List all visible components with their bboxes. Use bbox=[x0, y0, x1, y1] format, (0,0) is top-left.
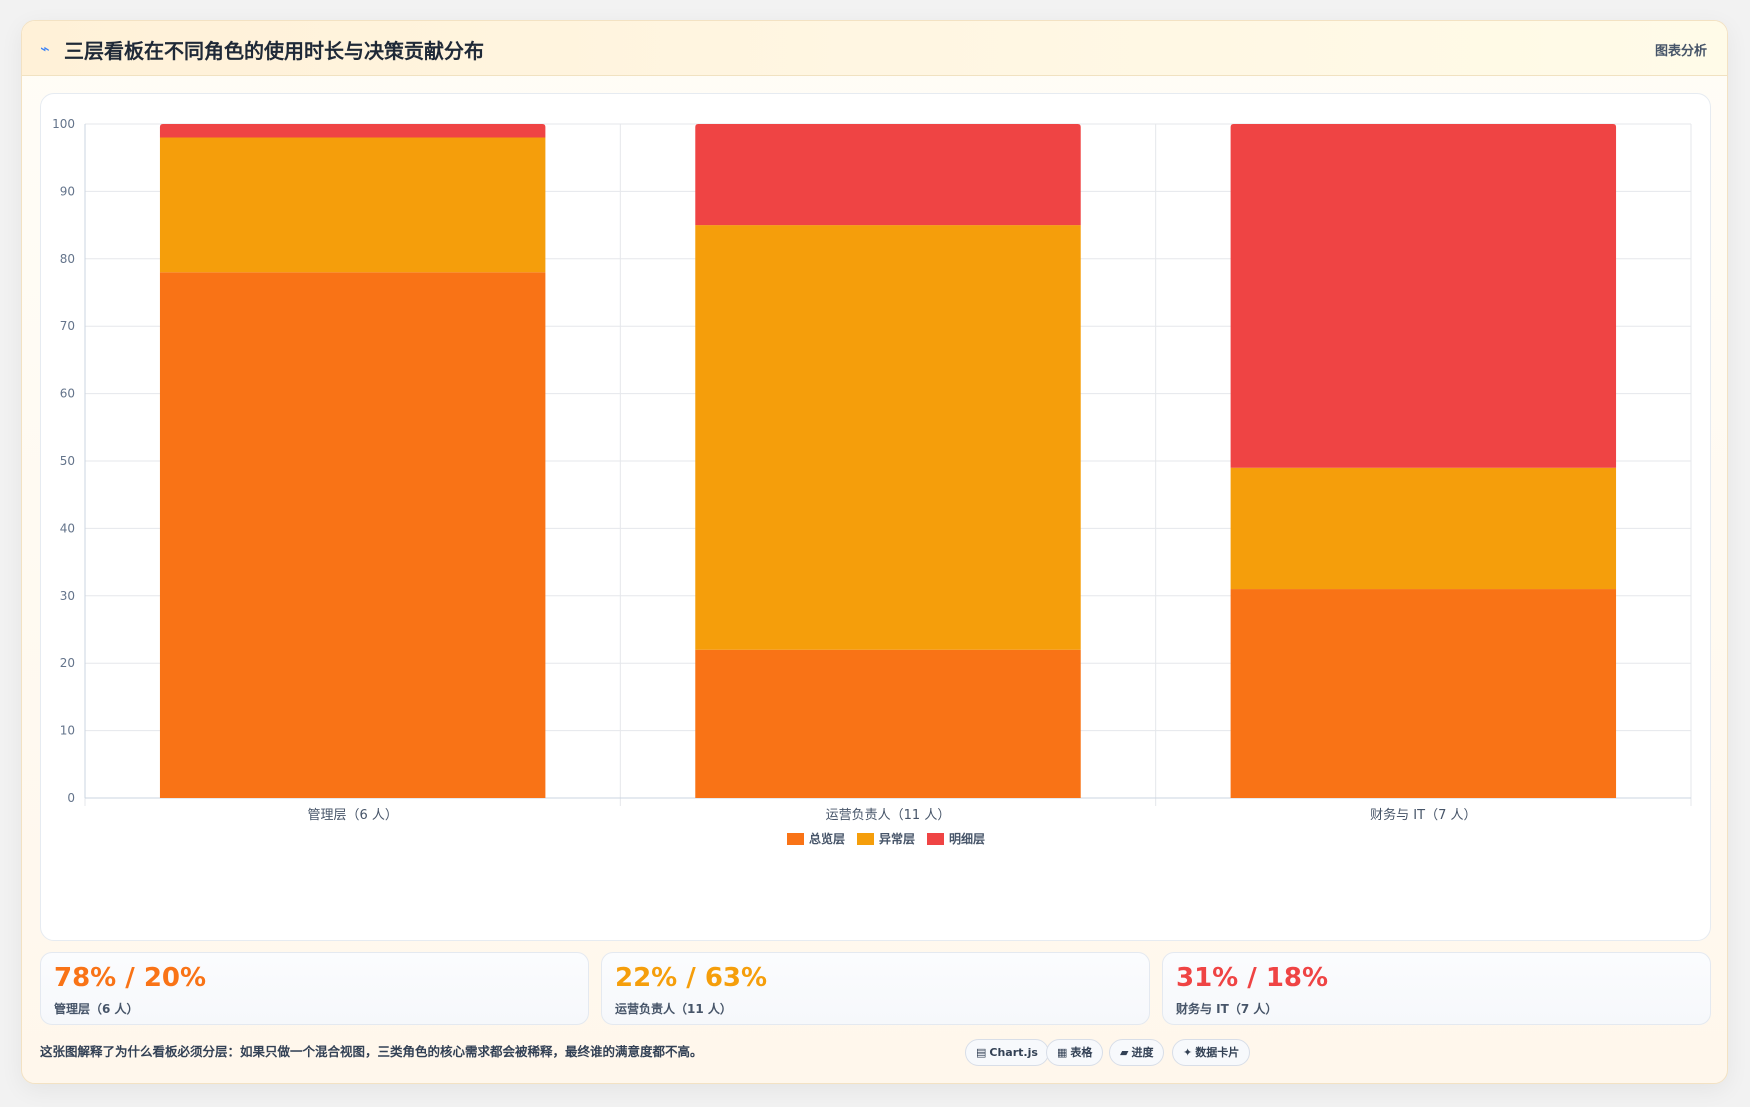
y-tick-label: 40 bbox=[60, 521, 75, 535]
legend-swatch bbox=[857, 833, 874, 845]
bar-segment bbox=[695, 649, 1081, 798]
chart-card: ⌁ 三层看板在不同角色的使用时长与决策贡献分布 图表分析 0 10 20 30 40 50… bbox=[21, 20, 1728, 1084]
chip-label: 进度 bbox=[1131, 1046, 1154, 1059]
y-tick-label: 100 bbox=[52, 117, 75, 131]
chart-panel: 0 10 20 30 40 50 60 70 80 90 100 管理层（6 人） 运营负责人（11 人… bbox=[40, 93, 1711, 941]
bar-segment bbox=[159, 124, 546, 138]
stacked-bar-chart: 0 10 20 30 40 50 60 70 80 90 100 管理层（6 人） 运营负责人（11 人… bbox=[52, 117, 1692, 846]
y-tick-label: 0 bbox=[67, 791, 75, 805]
bar-segment bbox=[159, 137, 546, 273]
chart-icon: ▤ bbox=[976, 1046, 987, 1059]
chip-progress[interactable]: ▰ 进度 bbox=[1109, 1039, 1165, 1066]
y-tick-label: 10 bbox=[60, 724, 75, 738]
stat-card-finance-it: 31% / 18% 财务与 IT（7 人） bbox=[1162, 952, 1711, 1025]
table-icon: ▦ bbox=[1057, 1046, 1068, 1059]
y-tick-label: 50 bbox=[60, 454, 75, 468]
chip-data-card[interactable]: ✦ 数据卡片 bbox=[1172, 1039, 1251, 1066]
stat-label: 运营负责人（11 人） bbox=[615, 1002, 732, 1016]
chart-footnote: 这张图解释了为什么看板必须分层：如果只做一个混合视图，三类角色的核心需求都会被稀… bbox=[40, 1044, 703, 1059]
x-tick-label: 运营负责人（11 人） bbox=[826, 808, 951, 823]
chart-title: 三层看板在不同角色的使用时长与决策贡献分布 bbox=[64, 39, 484, 63]
bar-segment bbox=[1230, 589, 1617, 798]
stat-label: 财务与 IT（7 人） bbox=[1176, 1002, 1278, 1016]
stat-value: 31% / 18% bbox=[1176, 963, 1329, 993]
y-tick-label: 80 bbox=[60, 252, 75, 266]
bar-segment bbox=[159, 272, 546, 798]
stat-card-management: 78% / 20% 管理层（6 人） bbox=[40, 952, 589, 1025]
chip-label: Chart.js bbox=[989, 1046, 1038, 1059]
stat-value: 22% / 63% bbox=[615, 963, 768, 993]
chart-analysis-link[interactable]: 图表分析 bbox=[1654, 44, 1707, 59]
lightning-icon: ⌁ bbox=[40, 39, 50, 58]
y-tick-label: 30 bbox=[60, 589, 75, 603]
legend-swatch bbox=[787, 833, 804, 845]
chip-chartjs[interactable]: ▤ Chart.js bbox=[965, 1039, 1049, 1066]
legend-label: 总览层 bbox=[809, 831, 845, 846]
x-tick-label: 财务与 IT（7 人） bbox=[1370, 807, 1476, 823]
x-tick-label: 管理层（6 人） bbox=[307, 808, 397, 823]
y-tick-label: 70 bbox=[60, 319, 75, 333]
stat-card-operations: 22% / 63% 运营负责人（11 人） bbox=[601, 952, 1150, 1025]
card-header: ⌁ 三层看板在不同角色的使用时长与决策贡献分布 图表分析 bbox=[22, 21, 1727, 76]
chip-label: 数据卡片 bbox=[1195, 1046, 1240, 1059]
chip-table[interactable]: ▦ 表格 bbox=[1046, 1039, 1104, 1066]
stat-label: 管理层（6 人） bbox=[54, 1002, 139, 1016]
bar-segment bbox=[695, 124, 1081, 226]
legend-label: 异常层 bbox=[879, 831, 915, 846]
y-tick-label: 90 bbox=[60, 184, 75, 198]
data-card-icon: ✦ bbox=[1183, 1046, 1193, 1059]
legend-swatch bbox=[927, 833, 944, 845]
bar-segment bbox=[1230, 124, 1617, 468]
bar-segment bbox=[1230, 467, 1617, 590]
bar-segment bbox=[695, 225, 1081, 650]
chip-label: 表格 bbox=[1070, 1046, 1093, 1059]
y-tick-label: 60 bbox=[60, 387, 75, 401]
stat-value: 78% / 20% bbox=[54, 963, 207, 993]
legend-label: 明细层 bbox=[949, 831, 985, 846]
y-tick-label: 20 bbox=[60, 656, 75, 670]
progress-icon: ▰ bbox=[1120, 1046, 1129, 1059]
